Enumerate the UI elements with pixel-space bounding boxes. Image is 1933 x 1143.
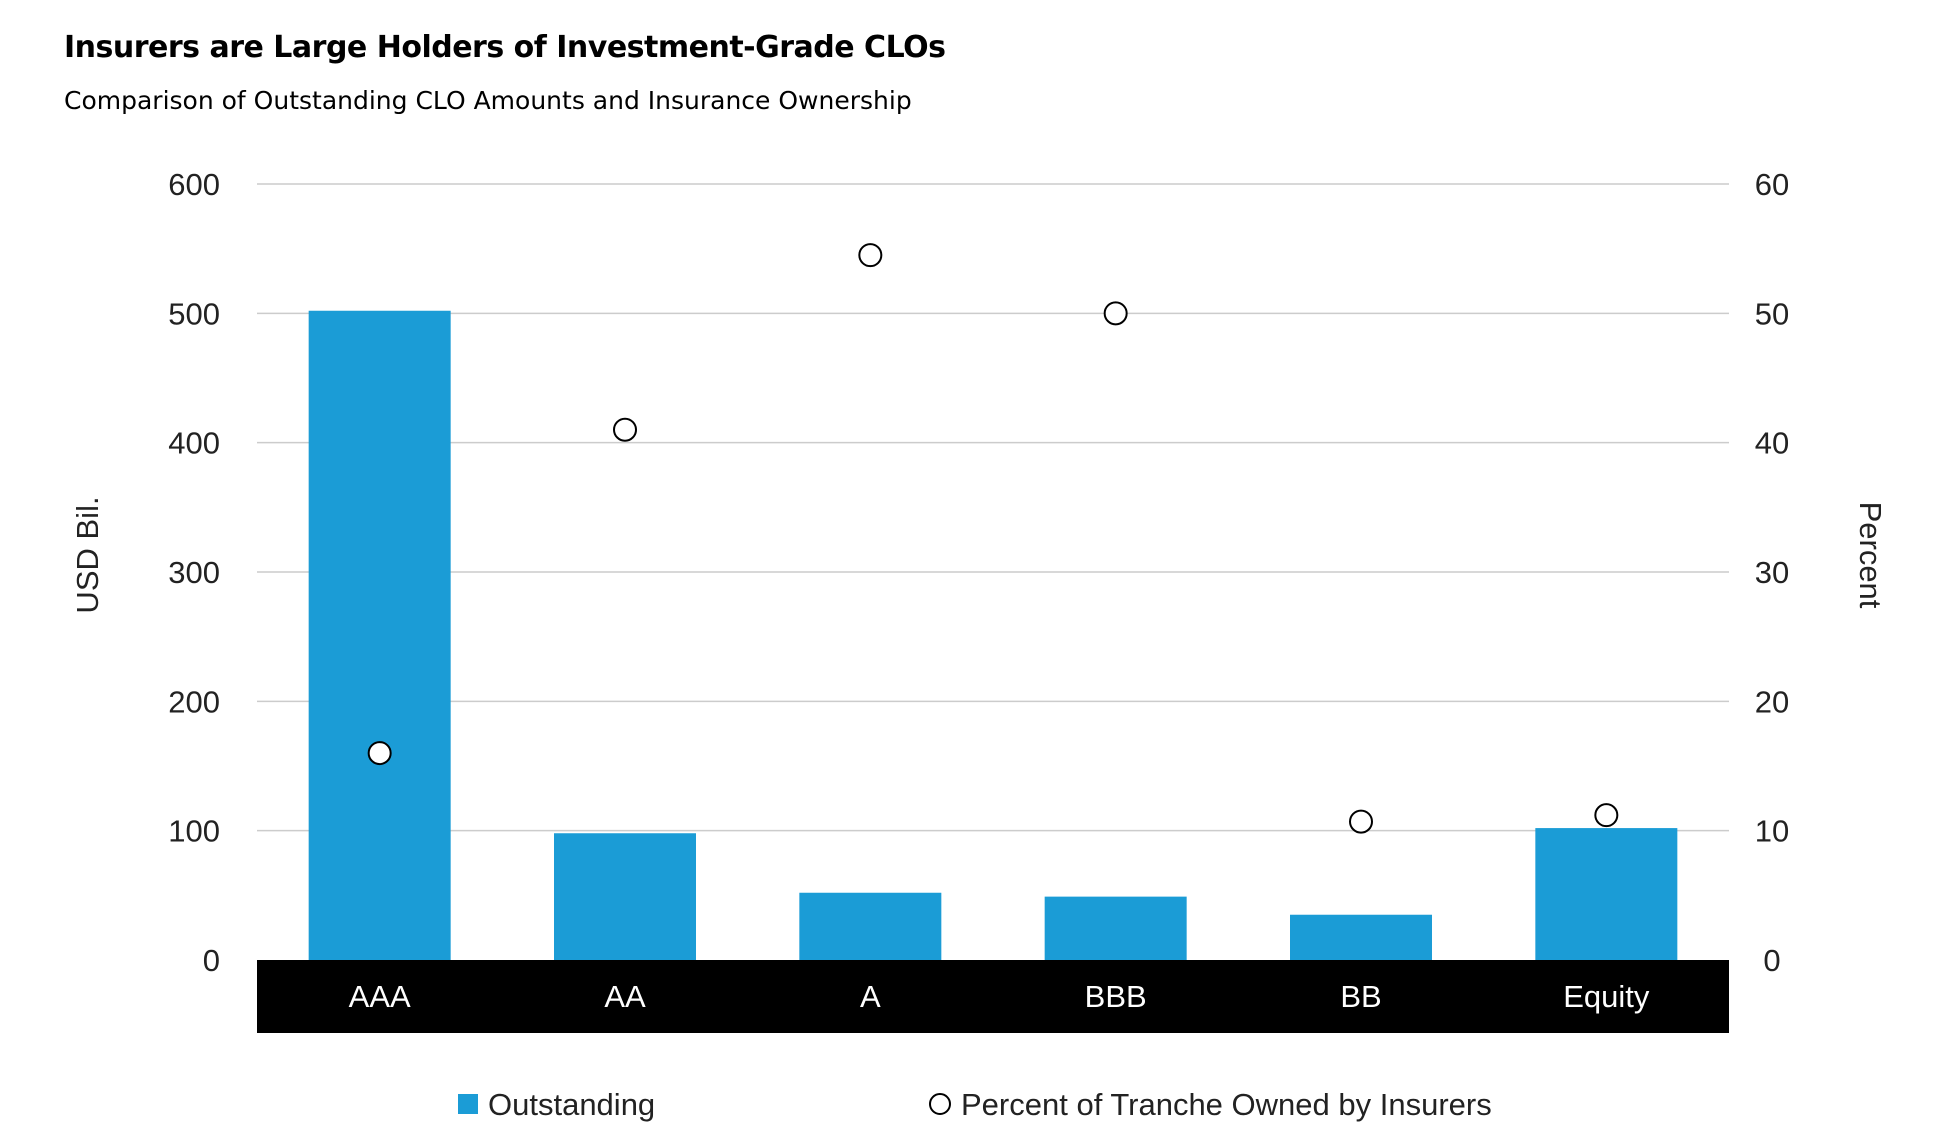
- right-tick-label: 10: [1755, 814, 1789, 849]
- category-label: BBB: [1085, 979, 1147, 1014]
- left-tick-label: 300: [168, 555, 220, 590]
- point-percent-bb: [1349, 809, 1373, 834]
- left-tick-label: 500: [168, 296, 220, 331]
- bar-outstanding-equity: [1535, 828, 1678, 960]
- point-percent-aaa: [367, 741, 392, 766]
- right-tick-label: 0: [1763, 943, 1780, 978]
- category-label: AAA: [349, 979, 411, 1014]
- point-percent-equity: [1594, 803, 1619, 828]
- right-axis-ticks: 0 10 20 30 40 50 60: [1755, 167, 1789, 978]
- category-label: AA: [604, 979, 646, 1014]
- right-tick-label: 60: [1755, 167, 1789, 202]
- left-axis-ticks: 0 100 200 300 400 500 600: [168, 167, 220, 978]
- right-tick-label: 20: [1755, 684, 1789, 719]
- point-percent-aa: [613, 417, 637, 442]
- left-axis-title: USD Bil.: [70, 496, 105, 613]
- legend: Outstanding Percent of Tranche Owned by …: [458, 1087, 1492, 1122]
- legend-marker-percent: [929, 1093, 951, 1115]
- left-tick-label: 200: [168, 684, 220, 719]
- bar-outstanding-a: [799, 892, 942, 960]
- left-tick-label: 400: [168, 426, 220, 461]
- legend-label-outstanding: Outstanding: [488, 1087, 655, 1122]
- right-tick-label: 50: [1755, 296, 1789, 331]
- right-tick-label: 40: [1755, 426, 1789, 461]
- category-label: Equity: [1563, 979, 1650, 1014]
- category-label: A: [860, 979, 881, 1014]
- category-labels: AAA AA A BBB BB Equity: [349, 979, 1650, 1014]
- right-axis-title: Percent: [1853, 502, 1888, 609]
- legend-label-percent: Percent of Tranche Owned by Insurers: [961, 1087, 1492, 1122]
- left-tick-label: 0: [203, 943, 220, 978]
- points-percent-owned: [367, 243, 1619, 834]
- chart-title: Insurers are Large Holders of Investment…: [64, 30, 946, 65]
- legend-swatch-outstanding: [458, 1094, 478, 1114]
- gridlines: [257, 183, 1729, 832]
- left-tick-label: 100: [168, 814, 220, 849]
- bar-outstanding-aaa: [308, 310, 451, 960]
- bar-outstanding-aa: [554, 833, 696, 960]
- point-percent-a: [858, 243, 883, 268]
- category-axis-band: [257, 960, 1729, 1033]
- right-tick-label: 30: [1755, 555, 1789, 590]
- point-percent-bbb: [1103, 301, 1128, 326]
- category-label: BB: [1340, 979, 1381, 1014]
- chart-subtitle: Comparison of Outstanding CLO Amounts an…: [64, 86, 912, 115]
- bar-outstanding-bb: [1290, 914, 1432, 960]
- left-tick-label: 600: [168, 167, 220, 202]
- bar-outstanding-bbb: [1044, 896, 1187, 960]
- bars-outstanding: [308, 310, 1678, 960]
